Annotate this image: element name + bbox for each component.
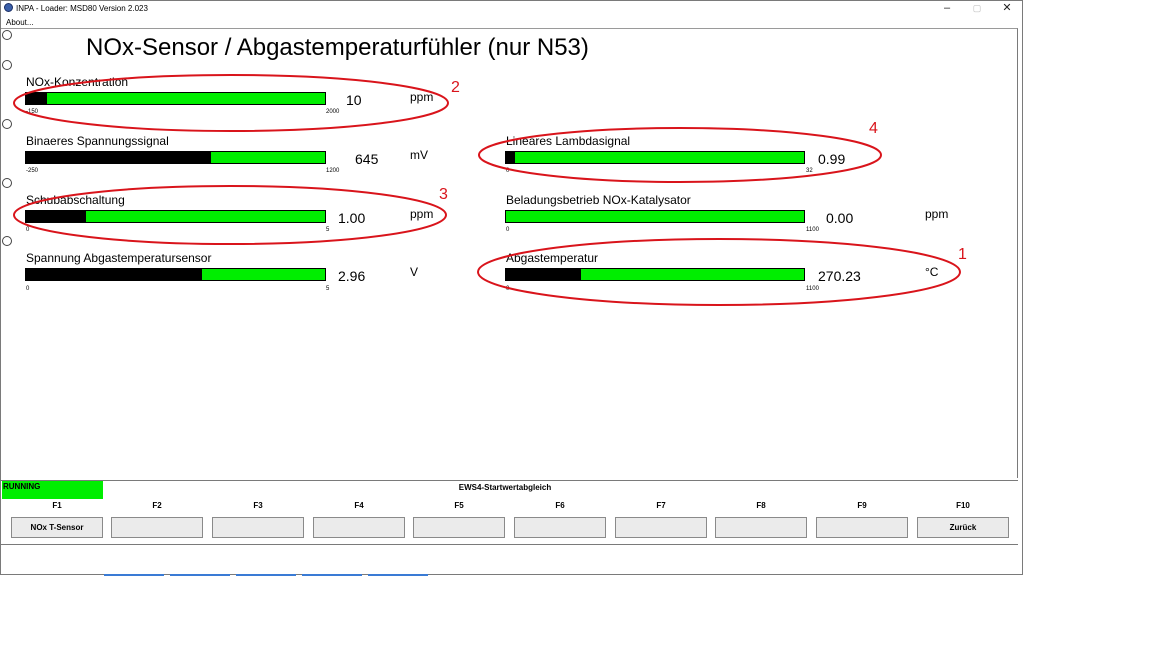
annotation-ellipse-3 xyxy=(13,185,447,245)
gauge-bar xyxy=(25,151,326,164)
gauge-bar xyxy=(25,92,326,105)
gauge-bar xyxy=(25,210,326,223)
gauge-bar xyxy=(505,210,805,223)
gauge-fill xyxy=(506,152,515,163)
fkey-label-f2: F2 xyxy=(152,501,162,510)
gauge-bar xyxy=(25,268,326,281)
annotation-number-1: 1 xyxy=(958,246,967,263)
close-button[interactable]: ✕ xyxy=(1002,2,1012,14)
function-title: EWS4-Startwertabgleich xyxy=(458,483,552,492)
gauge-min: 0 xyxy=(506,168,510,174)
gauge-fill xyxy=(26,152,211,163)
fkey-label-f8: F8 xyxy=(756,501,766,510)
window-title: INPA - Loader: MSD80 Version 2.023 xyxy=(16,4,148,13)
gauge-unit: °C xyxy=(925,265,939,279)
taskbar-strip xyxy=(302,574,362,576)
maximize-button[interactable]: ▢ xyxy=(972,3,982,13)
f8-button[interactable] xyxy=(715,517,807,538)
gauge-max: 5 xyxy=(326,227,330,233)
f5-button[interactable] xyxy=(413,517,505,538)
menu-bar: About... xyxy=(1,16,1022,28)
fkey-label-f7: F7 xyxy=(656,501,666,510)
fkey-label-f6: F6 xyxy=(555,501,565,510)
taskbar-strip xyxy=(170,574,230,576)
gauge-max: 2000 xyxy=(326,109,340,115)
running-status-indicator: RUNNING xyxy=(2,481,103,499)
f4-button[interactable] xyxy=(313,517,405,538)
annotation-ellipse-1 xyxy=(477,238,961,306)
taskbar-strip xyxy=(236,574,296,576)
gauge-value: 270.23 xyxy=(818,268,861,284)
gauge-value: 0.99 xyxy=(818,151,846,167)
annotation-number-3: 3 xyxy=(439,186,448,203)
gauge-value: 0.00 xyxy=(826,210,854,226)
gauge-min: -250 xyxy=(26,168,39,174)
fkey-label-f10: F10 xyxy=(956,501,970,510)
gauge-value: 1.00 xyxy=(338,210,366,226)
gauge-bar xyxy=(505,268,805,281)
radio-button[interactable] xyxy=(2,178,12,188)
radio-button[interactable] xyxy=(2,236,12,246)
gauge-fill xyxy=(506,269,581,280)
gauge-min: -150 xyxy=(26,109,39,115)
page-title: NOx-Sensor / Abgastemperaturfühler (nur … xyxy=(86,34,589,61)
gauge-fill xyxy=(26,211,86,222)
gauge-unit: V xyxy=(410,265,419,279)
bottom-divider xyxy=(1,544,1018,545)
f10-button[interactable]: Zurück xyxy=(917,517,1009,538)
status-divider xyxy=(1,480,1018,481)
f3-button[interactable] xyxy=(212,517,304,538)
bmw-app-icon xyxy=(4,3,13,12)
gauge-max: 1100 xyxy=(806,286,819,292)
annotation-ellipse-4 xyxy=(478,127,882,183)
gauge-value: 2.96 xyxy=(338,268,366,284)
gauge-label: Schubabschaltung xyxy=(26,193,125,207)
annotation-ellipse-2 xyxy=(13,74,449,132)
gauge-label: NOx-Konzentration xyxy=(26,75,129,89)
gauge-label: Beladungsbetrieb NOx-Katalysator xyxy=(506,193,691,207)
f6-button[interactable] xyxy=(514,517,606,538)
gauge-min: 0 xyxy=(26,286,30,292)
gauge-label: Abgastemperatur xyxy=(506,251,599,265)
gauge-label: Lineares Lambdasignal xyxy=(506,134,631,148)
title-bar: INPA - Loader: MSD80 Version 2.023 – ▢ ✕ xyxy=(1,1,1022,16)
gauge-bar xyxy=(505,151,805,164)
gauge-max: 1100 xyxy=(806,227,819,233)
gauge-fill xyxy=(26,269,202,280)
annotation-number-4: 4 xyxy=(869,120,878,137)
gauge-value: 10 xyxy=(346,92,362,108)
gauge-min: 0 xyxy=(26,227,30,233)
fkey-label-f1: F1 xyxy=(52,501,62,510)
gauge-fill xyxy=(26,93,47,104)
gauge-max: 5 xyxy=(326,286,330,292)
fkey-label-f3: F3 xyxy=(253,501,263,510)
gauge-min: 0 xyxy=(506,227,510,233)
screen-area xyxy=(1,28,1018,478)
radio-button[interactable] xyxy=(2,30,12,40)
fkey-label-f5: F5 xyxy=(454,501,464,510)
f7-button[interactable] xyxy=(615,517,707,538)
gauge-value: 645 xyxy=(355,151,379,167)
radio-button[interactable] xyxy=(2,60,12,70)
fkey-label-f4: F4 xyxy=(354,501,364,510)
f2-button[interactable] xyxy=(111,517,203,538)
fkey-label-f9: F9 xyxy=(857,501,867,510)
gauge-label: Spannung Abgastemperatursensor xyxy=(26,251,212,265)
gauge-unit: mV xyxy=(410,148,428,162)
gauge-max: 1200 xyxy=(326,168,340,174)
gauge-unit: ppm xyxy=(925,207,949,221)
f1-button[interactable]: NOx T-Sensor xyxy=(11,517,103,538)
gauge-label: Binaeres Spannungssignal xyxy=(26,134,169,148)
menu-item-about[interactable]: About... xyxy=(6,18,34,27)
radio-button[interactable] xyxy=(2,119,12,129)
minimize-button[interactable]: – xyxy=(943,2,951,14)
gauge-unit: ppm xyxy=(410,207,434,221)
annotation-number-2: 2 xyxy=(451,79,460,96)
f9-button[interactable] xyxy=(816,517,908,538)
gauge-max: 32 xyxy=(806,168,813,174)
taskbar-strip xyxy=(104,574,164,576)
gauge-unit: ppm xyxy=(410,90,434,104)
taskbar-strip xyxy=(368,574,428,576)
